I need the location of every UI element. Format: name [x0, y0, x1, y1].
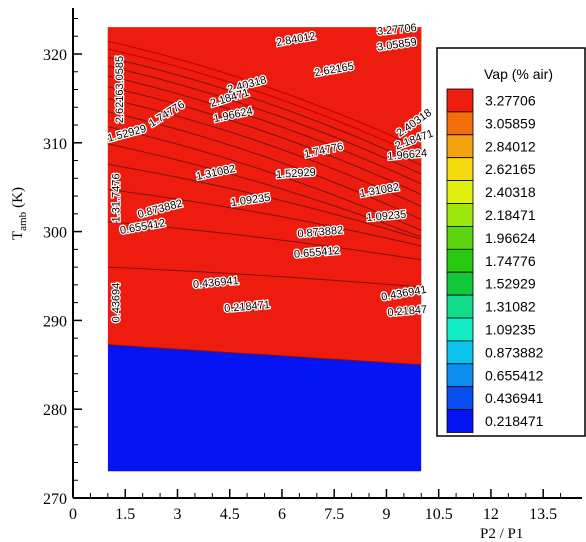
- legend-swatch: [446, 203, 474, 227]
- legend-label: 1.96624: [485, 230, 536, 246]
- contour-label: 1.09235: [366, 209, 407, 224]
- legend-swatch: [446, 88, 474, 113]
- y-tick-label: 270: [43, 491, 67, 508]
- legend-items: 3.27706 3.05859 2.84012 2.62165 2.40318 2.184…: [446, 88, 544, 433]
- contour-line: [107, 188, 422, 247]
- x-tick-label: 10.5: [425, 506, 453, 523]
- legend-label: 1.74776: [485, 253, 536, 269]
- contour-line: [107, 163, 422, 240]
- contour-label: 1.31.7476: [110, 173, 122, 222]
- contour-line: [107, 221, 422, 261]
- legend-swatch: [446, 157, 474, 181]
- x-axis-title: P2 / P1: [480, 526, 523, 542]
- legend-label: 1.09235: [485, 321, 536, 337]
- x-tick-label: 6: [278, 506, 286, 523]
- legend-label: 1.31082: [485, 299, 536, 315]
- y-tick-label: 320: [43, 47, 67, 64]
- contour-lines: [107, 40, 422, 366]
- x-tick-label: 9: [382, 506, 390, 523]
- contour-line: [107, 111, 422, 221]
- x-tick-label: 13.5: [529, 506, 557, 523]
- x-ticks: 0 1.5 3 4.5 6 7.5 9 10.5 12 13.5: [69, 489, 562, 523]
- x-tick-label: 12: [483, 506, 499, 523]
- x-tick-label: 0: [69, 506, 77, 523]
- legend-swatch: [446, 134, 474, 159]
- contour-line: [107, 143, 422, 238]
- legend-label: 0.655412: [485, 367, 544, 383]
- legend-swatch: [446, 294, 474, 319]
- y-ticks: 270 280 290 300 310 320: [43, 17, 82, 508]
- contour-line: [107, 40, 422, 150]
- x-tick-label: 7.5: [324, 506, 344, 523]
- contour-line: [107, 98, 422, 207]
- contour-line: [107, 266, 422, 288]
- legend-label: 0.436941: [485, 390, 544, 406]
- legend-label: 0.218471: [485, 413, 544, 429]
- legend-label: 0.873882: [485, 344, 544, 360]
- legend-swatch: [446, 409, 474, 433]
- x-tick-label: 1.5: [115, 506, 135, 523]
- legend-swatch: [446, 386, 474, 411]
- contour-line: [107, 126, 422, 231]
- contour-line: [107, 48, 422, 158]
- contour-label: 3.27706: [376, 22, 417, 38]
- contour-label: 0.873882: [297, 224, 344, 240]
- contour-label: 2.62163.0585: [114, 56, 126, 123]
- axes: 0 1.5 3 4.5 6 7.5 9 10.5 12 13.5 270 280 290 300 310 3…: [43, 8, 582, 523]
- y-axis-title: Tamb(K): [10, 187, 29, 240]
- legend-title: Vap (% air): [484, 66, 553, 82]
- contour-label: 0.655412: [293, 245, 340, 261]
- legend-label: 2.40318: [485, 184, 536, 200]
- contour-line: [107, 56, 422, 166]
- legend-label: 3.05859: [485, 115, 536, 131]
- legend-label: 2.18471: [485, 207, 536, 223]
- contour-label: 0.21847: [387, 304, 428, 319]
- legend-swatch: [446, 340, 474, 365]
- contour-line: [107, 75, 422, 185]
- contour-label: 1.96624: [387, 147, 428, 162]
- contour-label: 0.43694: [110, 283, 122, 323]
- legend-swatch: [446, 180, 474, 204]
- x-tick-label: 3: [173, 506, 181, 523]
- legend-swatch: [446, 248, 474, 273]
- legend-label: 2.84012: [485, 138, 536, 154]
- legend: Vap (% air) 3.27706 3.05859 2.84012 2.62165…: [436, 47, 586, 437]
- y-tick-label: 290: [43, 313, 67, 330]
- legend-label: 2.62165: [485, 161, 536, 177]
- x-tick-label: 4.5: [220, 506, 240, 523]
- legend-swatch: [446, 111, 474, 136]
- contour-label: 1.52929: [276, 166, 317, 181]
- y-tick-label: 310: [43, 136, 67, 153]
- legend-swatch: [446, 363, 474, 388]
- legend-label: 1.52929: [485, 276, 536, 292]
- contour-line: [107, 65, 422, 175]
- y-tick-label: 300: [43, 225, 67, 242]
- contour-label: 0.436941: [192, 275, 239, 291]
- legend-swatch: [446, 225, 474, 250]
- legend-label: 3.27706: [485, 92, 536, 108]
- legend-swatch: [446, 317, 474, 342]
- y-tick-label: 280: [43, 402, 67, 419]
- contour-label: 0.218471: [224, 299, 271, 315]
- legend-swatch: [446, 271, 474, 296]
- contour-line: [107, 344, 422, 366]
- contour-line: [107, 86, 422, 196]
